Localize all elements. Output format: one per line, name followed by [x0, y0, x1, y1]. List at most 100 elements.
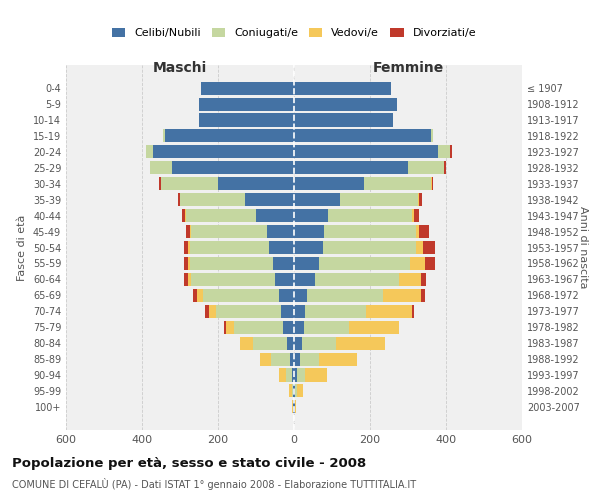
Bar	[161, 177, 218, 190]
Bar	[199, 114, 294, 126]
Bar	[416, 225, 419, 238]
Bar	[412, 304, 414, 318]
Bar	[294, 320, 304, 334]
Bar	[383, 289, 421, 302]
Bar	[197, 289, 203, 302]
Bar	[292, 368, 294, 382]
Bar	[319, 257, 410, 270]
Bar	[218, 177, 294, 190]
Bar	[295, 384, 297, 398]
Bar	[293, 400, 294, 413]
Legend: Celibi/Nubili, Coniugati/e, Vedovi/e, Divorziati/e: Celibi/Nubili, Coniugati/e, Vedovi/e, Di…	[107, 23, 481, 43]
Bar	[295, 400, 296, 413]
Text: COMUNE DI CEFALÙ (PA) - Dati ISTAT 1° gennaio 2008 - Elaborazione TUTTITALIA.IT: COMUNE DI CEFALÙ (PA) - Dati ISTAT 1° ge…	[12, 478, 416, 490]
Bar	[224, 320, 226, 334]
Bar	[294, 209, 328, 222]
Bar	[256, 209, 294, 222]
Bar	[410, 257, 425, 270]
Bar	[146, 146, 154, 158]
Bar	[293, 384, 294, 398]
Bar	[328, 209, 412, 222]
Bar	[425, 257, 434, 270]
Bar	[421, 289, 425, 302]
Bar	[279, 289, 294, 302]
Bar	[172, 162, 294, 174]
Bar	[305, 368, 328, 382]
Bar	[349, 320, 398, 334]
Bar	[260, 352, 271, 366]
Bar	[193, 289, 197, 302]
Bar	[191, 273, 275, 286]
Bar	[287, 336, 294, 349]
Bar	[292, 384, 293, 398]
Bar	[187, 225, 190, 238]
Bar	[325, 225, 416, 238]
Bar	[294, 193, 340, 206]
Bar	[439, 146, 450, 158]
Bar	[294, 130, 431, 142]
Bar	[294, 146, 439, 158]
Bar	[199, 98, 294, 110]
Bar	[279, 368, 286, 382]
Bar	[289, 384, 292, 398]
Bar	[190, 257, 273, 270]
Y-axis label: Anni di nascita: Anni di nascita	[578, 206, 588, 289]
Bar	[294, 241, 323, 254]
Bar	[294, 352, 300, 366]
Bar	[188, 273, 191, 286]
Bar	[416, 241, 423, 254]
Bar	[294, 304, 305, 318]
Bar	[239, 336, 253, 349]
Bar	[398, 273, 421, 286]
Bar	[184, 257, 188, 270]
Bar	[294, 400, 295, 413]
Bar	[307, 289, 383, 302]
Bar	[294, 162, 408, 174]
Bar	[305, 304, 366, 318]
Bar	[294, 225, 325, 238]
Bar	[323, 241, 416, 254]
Bar	[163, 130, 165, 142]
Bar	[294, 257, 319, 270]
Bar	[290, 352, 294, 366]
Bar	[423, 241, 434, 254]
Bar	[418, 193, 419, 206]
Bar	[180, 193, 245, 206]
Bar	[304, 320, 349, 334]
Bar	[283, 320, 294, 334]
Bar	[154, 146, 294, 158]
Bar	[201, 82, 294, 94]
Bar	[336, 336, 385, 349]
Bar	[445, 162, 446, 174]
Bar	[340, 193, 418, 206]
Bar	[294, 336, 302, 349]
Bar	[414, 209, 419, 222]
Bar	[294, 384, 295, 398]
Bar	[188, 241, 190, 254]
Bar	[302, 336, 336, 349]
Bar	[300, 352, 319, 366]
Bar	[294, 98, 397, 110]
Bar	[184, 273, 188, 286]
Bar	[269, 241, 294, 254]
Bar	[450, 146, 452, 158]
Bar	[319, 352, 356, 366]
Bar	[294, 289, 307, 302]
Bar	[209, 304, 216, 318]
Bar	[421, 273, 426, 286]
Bar	[297, 384, 303, 398]
Bar	[185, 209, 186, 222]
Bar	[412, 209, 414, 222]
Bar	[271, 352, 290, 366]
Bar	[191, 225, 268, 238]
Bar	[203, 289, 279, 302]
Bar	[245, 193, 294, 206]
Bar	[431, 130, 433, 142]
Bar	[184, 241, 188, 254]
Bar	[160, 177, 161, 190]
Bar	[273, 257, 294, 270]
Bar	[268, 225, 294, 238]
Bar	[234, 320, 283, 334]
Bar	[253, 336, 287, 349]
Bar	[186, 209, 256, 222]
